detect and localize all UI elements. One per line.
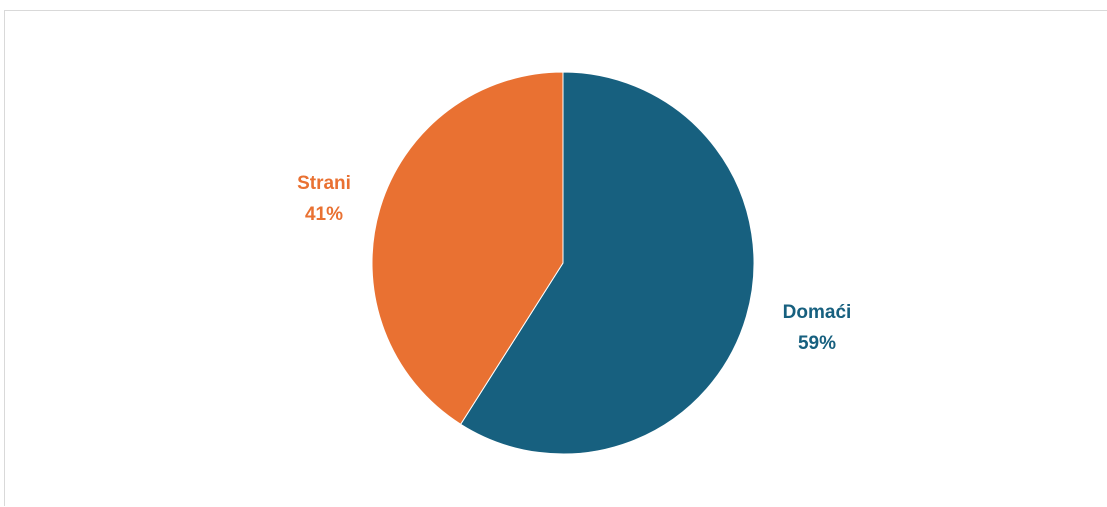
chart-area: Domaći 59% Strani 41% xyxy=(4,10,1107,506)
pie-slice-strani xyxy=(371,71,564,425)
slice-name-strani: Strani xyxy=(297,173,351,194)
slice-value-domaci: 59% xyxy=(797,333,837,354)
pie-slice-domaci xyxy=(459,71,755,455)
slice-label-strani: Strani 41% xyxy=(269,168,379,230)
slice-label-domaci: Domaći 59% xyxy=(757,297,877,359)
pie-chart xyxy=(371,71,755,455)
slice-value-strani: 41% xyxy=(304,204,344,225)
slice-name-domaci: Domaći xyxy=(782,302,852,323)
